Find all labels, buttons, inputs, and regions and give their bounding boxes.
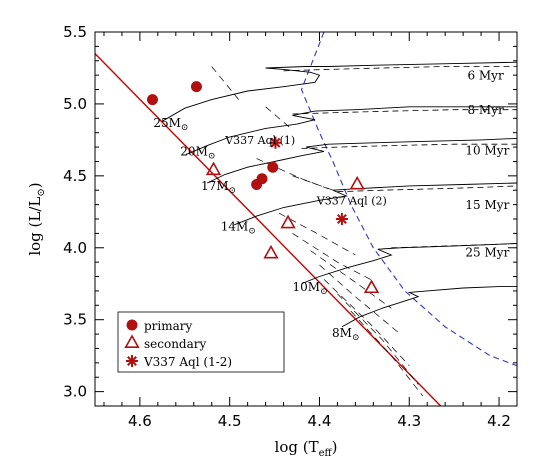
legend-marker [126,319,138,331]
legend-label: secondary [144,337,207,351]
data-point-asterisk [269,136,282,149]
isochrone-dash-7 [319,264,401,335]
x-tick-label: 4.3 [397,412,421,430]
sun-symbol: ⊙ [248,227,256,237]
y-tick-label: 5.5 [63,23,87,41]
isochrone-line [292,109,517,115]
isochrone-label: 6 Myr [467,68,504,82]
y-axis-title-main: log (L/L [26,197,44,256]
sun-symbol: ⊙ [229,186,237,196]
evolution-track [301,243,517,285]
legend-marker [124,334,140,349]
asterisk-stroke [270,137,281,148]
sun-symbol: ⊙ [352,333,360,343]
isochrone-line [337,185,517,193]
track-mass-label: 20M⊙ [180,145,215,162]
data-point-open-triangle [349,175,365,190]
isochrone-label: 8 Myr [467,103,504,117]
legend-label: primary [144,319,193,333]
isochrone-dash-9 [337,293,419,385]
y-tick-label: 4.0 [63,239,87,257]
evolution-track [341,286,517,328]
data-point-filled-circle [256,173,268,185]
isochrone-label: 10 Myr [465,143,509,157]
x-axis-title-close: ) [332,438,338,456]
evolution-track [162,61,517,122]
star-annotation: V337 Aql (2) [316,195,387,208]
y-tick-label: 4.5 [63,167,87,185]
legend-label: V337 Aql (1-2) [143,355,232,369]
track-mass-label-text: 14M [221,220,249,234]
isochrone-line [283,66,517,72]
track-mass-label: 8M⊙ [332,326,359,343]
asterisk-stroke [336,214,347,224]
data-point-open-triangle [263,244,279,259]
y-tick-label: 3.5 [63,311,87,329]
x-tick-label: 4.4 [308,412,332,430]
axes: 4.6 4.5 4.4 4.3 4.2 3.0 3.5 4.0 4.5 5.0 5.5 log (Te… [26,23,518,459]
x-tick-label: 4.6 [128,412,152,430]
sun-symbol: ⊙ [320,287,328,297]
isochrone-dash-6 [310,250,392,309]
track-mass-label-text: 20M [180,145,208,159]
legend-marker [126,355,138,367]
data-point-open-triangle [205,161,222,176]
evolution-track [186,106,517,155]
isochrone-dash-4 [278,212,356,256]
data-point-filled-circle [146,94,158,106]
y-axis-title-sun: ⊙ [36,188,47,196]
x-tick-label: 4.2 [487,412,511,430]
sun-symbol: ⊙ [208,152,216,162]
isochrone-dash-5 [292,233,374,282]
track-mass-label-text: 25M [153,116,181,130]
sun-symbol: ⊙ [181,123,189,133]
isochrone-dash-1 [265,106,293,131]
legend-box [117,311,285,373]
y-axis-title: log (L/L⊙) [26,182,47,255]
track-mass-label-text: 17M [201,179,229,193]
track-mass-label: 25M⊙ [153,116,188,133]
isochrone-label: 25 Myr [465,245,509,259]
x-axis-title-sub: eff [319,448,333,459]
track-mass-label: 10M⊙ [293,280,328,297]
y-axis-title-close: ) [26,182,44,188]
evolution-track [234,182,517,226]
zams-line [95,53,442,406]
x-tick-label: 4.5 [218,412,242,430]
data-point-open-triangle [280,214,296,229]
data-point-asterisk [335,213,348,225]
asterisk-stroke [127,356,137,366]
data-point-open-triangle [363,279,380,294]
y-tick-label: 3.0 [63,383,87,401]
isochrone-dash-10 [350,310,423,397]
x-axis-title: log (Teff) [275,438,338,459]
y-tick-label: 5.0 [63,95,87,113]
data-point-filled-circle [190,81,202,93]
isochrone-label: 15 Myr [465,198,509,212]
track-mass-label: 17M⊙ [201,179,236,196]
isochrone-dash-3 [292,175,338,193]
plot-area [95,32,517,406]
data-point-filled-circle [267,161,279,173]
star-annotation: V337 Aql (1) [224,134,295,147]
isochrone-dash-0 [211,66,239,100]
x-axis-title-main: log (T [275,438,319,456]
evolution-track [207,137,517,184]
track-mass-label: 14M⊙ [221,220,256,237]
blue-dashed-line [300,32,517,367]
track-mass-label-text: 10M [293,280,321,294]
isochrone-line [301,143,517,149]
track-mass-label-text: 8M [332,326,352,340]
